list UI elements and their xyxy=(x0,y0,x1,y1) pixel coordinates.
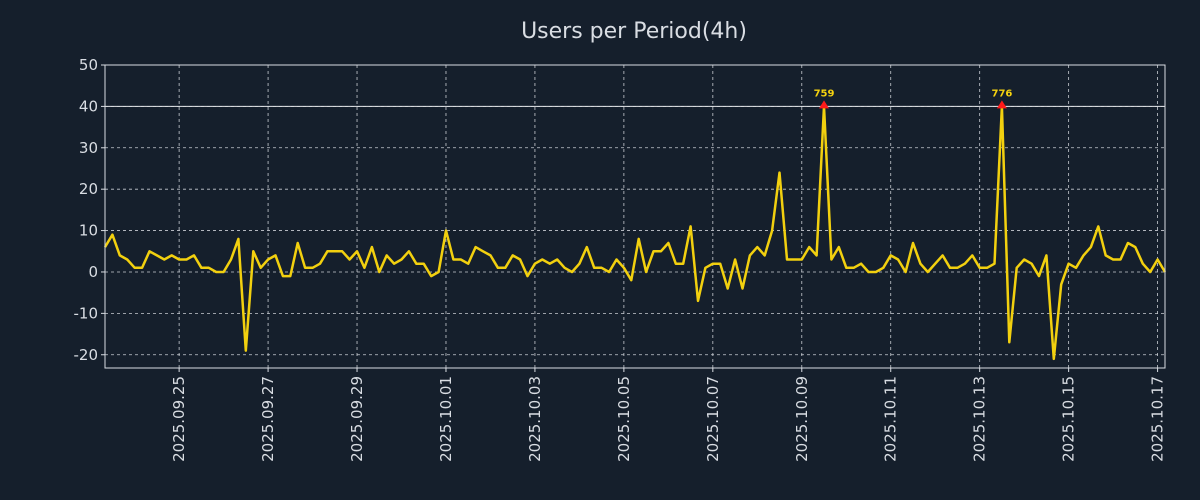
x-tick-label: 2025.10.13 xyxy=(971,376,989,462)
x-tick-label: 2025.10.07 xyxy=(704,376,722,462)
x-tick-label: 2025.10.15 xyxy=(1060,376,1078,462)
x-tick-label: 2025.09.29 xyxy=(348,376,366,462)
peak-marker xyxy=(996,100,1007,109)
plot-frame xyxy=(104,64,1166,369)
y-tick-label: 20 xyxy=(79,180,98,198)
x-tick-label: 2025.10.05 xyxy=(615,376,633,462)
y-axis: 50 40 30 20 10 0 -10 -20 xyxy=(74,56,105,364)
x-tick-label: 2025.10.17 xyxy=(1149,376,1167,462)
peak-label: 776 xyxy=(991,88,1012,99)
y-tick-label: -10 xyxy=(74,304,99,322)
annotations: 759 776 xyxy=(814,88,1012,109)
x-tick-label: 2025.09.27 xyxy=(259,376,277,462)
peak-marker xyxy=(819,100,830,109)
y-tick-label: 0 xyxy=(88,263,98,281)
y-tick-label: 50 xyxy=(79,56,98,74)
series xyxy=(103,105,1167,361)
x-tick-label: 2025.10.03 xyxy=(526,376,544,462)
x-tick-label: 2025.09.25 xyxy=(170,376,188,462)
x-tick-label: 2025.10.09 xyxy=(793,376,811,462)
x-tick-label: 2025.10.11 xyxy=(882,376,900,462)
y-tick-label: 40 xyxy=(79,97,98,115)
chart-title: Users per Period(4h) xyxy=(521,19,747,44)
y-tick-label: 10 xyxy=(79,222,98,240)
y-tick-label: -20 xyxy=(74,346,99,364)
series-line-users xyxy=(103,105,1167,361)
y-tick-label: 30 xyxy=(79,139,98,157)
peak-label: 759 xyxy=(814,88,835,99)
x-axis: 2025.09.25 2025.09.27 2025.09.29 2025.10.01… xyxy=(170,368,1167,462)
x-tick-label: 2025.10.01 xyxy=(437,376,455,462)
